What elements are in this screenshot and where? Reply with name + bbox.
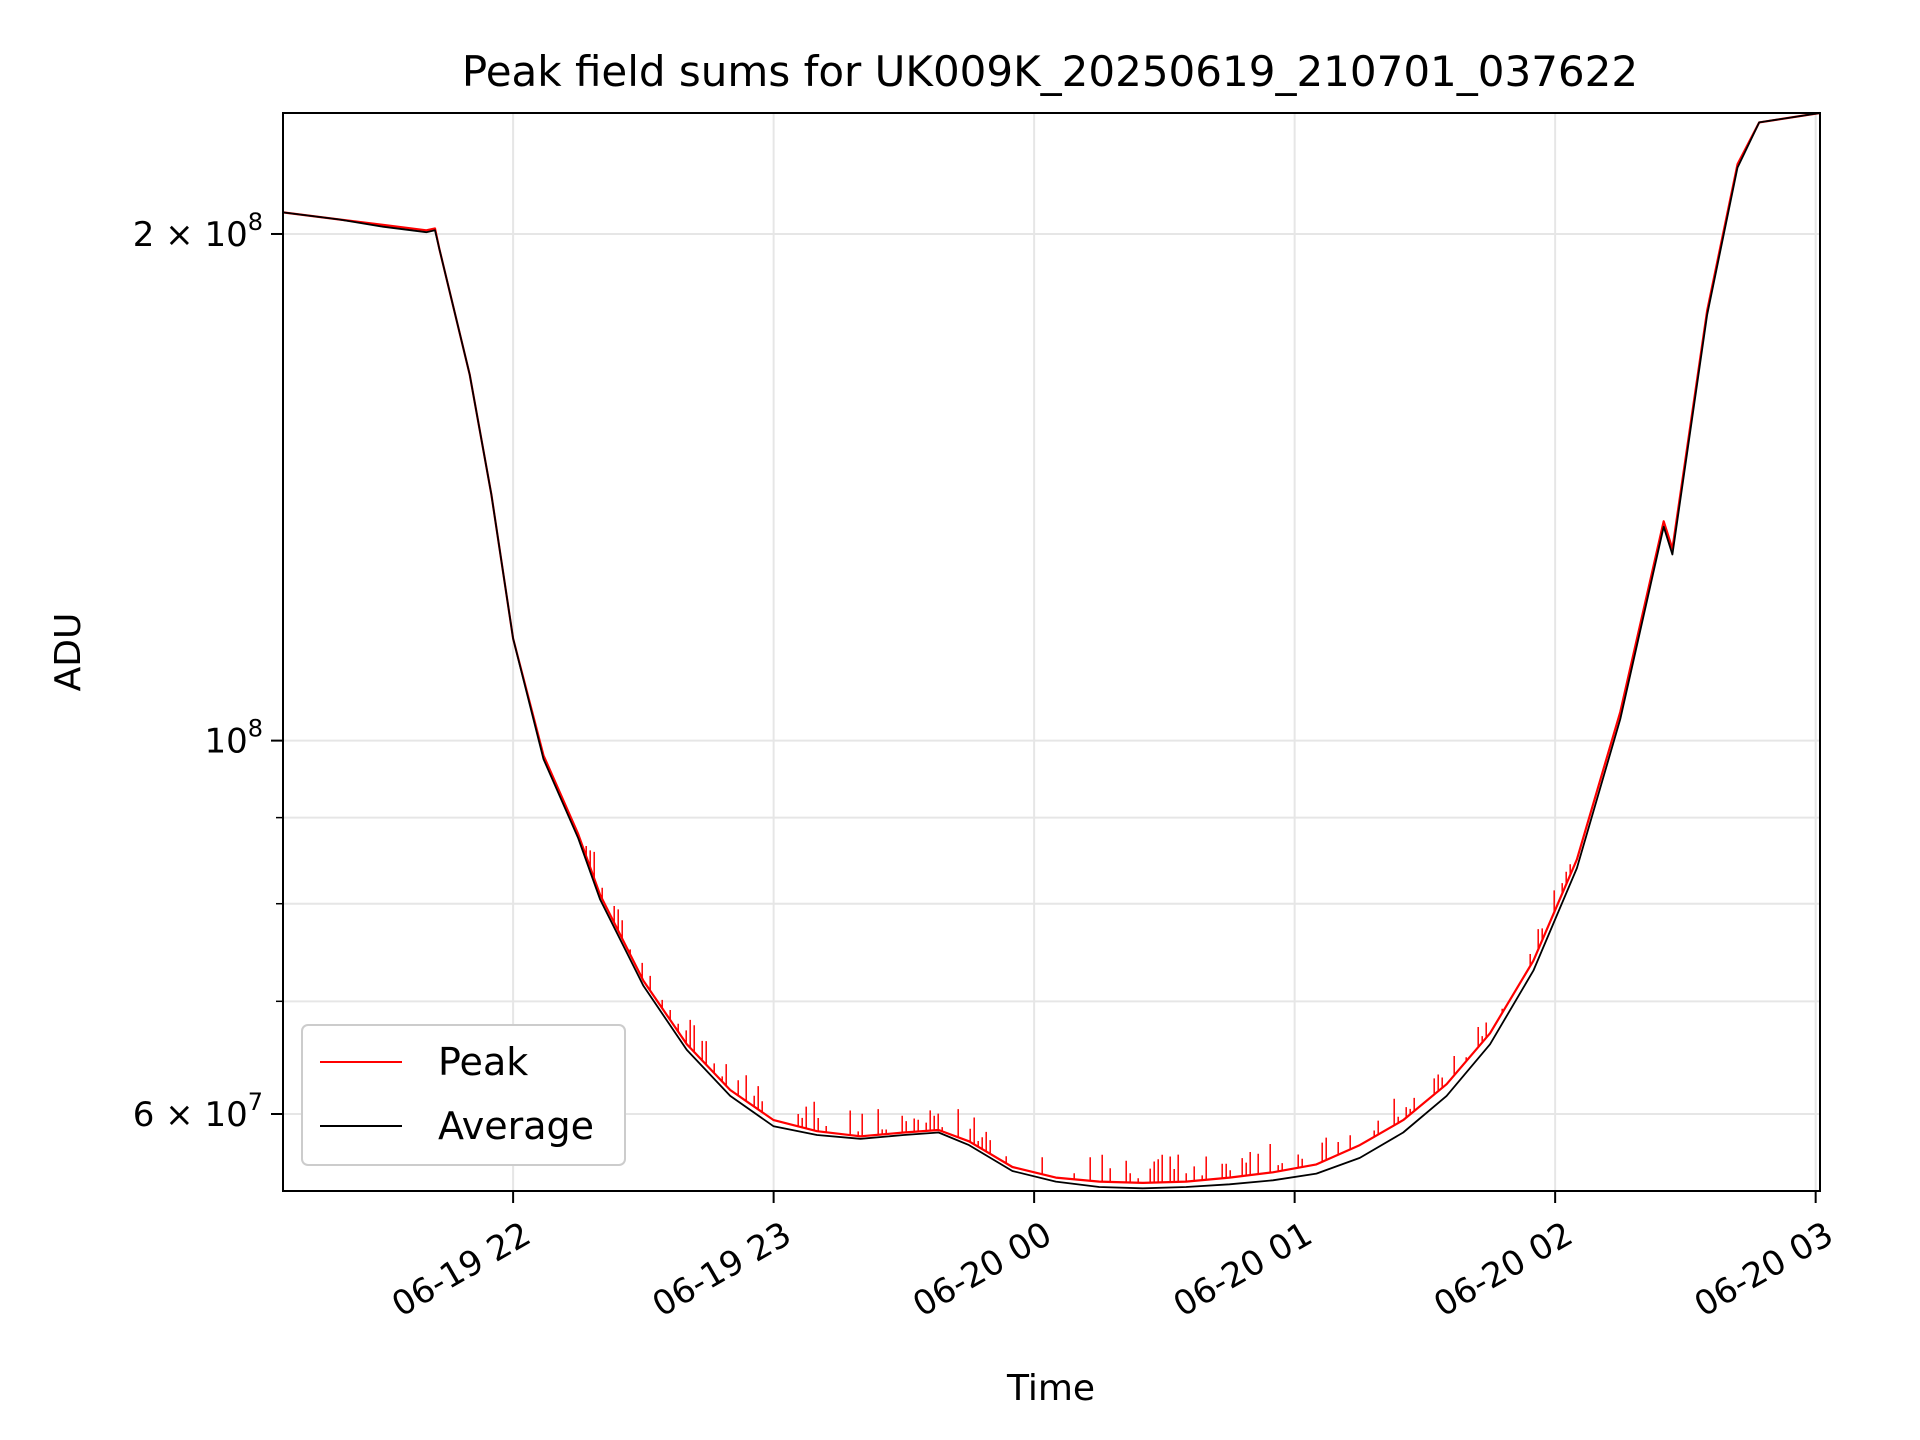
- series-peak-spikes: [585, 846, 1571, 1183]
- legend-label: Average: [438, 1104, 594, 1148]
- legend: Peak Average: [301, 1024, 626, 1166]
- y-tick-base: 6 × 10: [133, 1095, 248, 1135]
- y-tick-label: 6 × 107: [133, 1088, 263, 1135]
- y-tick-label: 2 × 108: [133, 208, 263, 255]
- y-tick-base: 2 × 10: [133, 215, 248, 255]
- chart-title: Peak field sums for UK009K_20250619_2107…: [462, 47, 1638, 96]
- y-axis-label: ADU: [48, 613, 89, 692]
- y-tick-exponent: 8: [248, 208, 263, 236]
- series-line-average: [282, 112, 1821, 1190]
- y-tick-exponent: 7: [248, 1088, 263, 1116]
- legend-box: [301, 1024, 626, 1166]
- plot-frame: [282, 112, 1821, 1192]
- plot-area: [282, 111, 1821, 1190]
- y-tick-label: 108: [204, 715, 263, 762]
- x-axis-label: Time: [1006, 1368, 1095, 1409]
- y-tick-exponent: 8: [248, 715, 263, 743]
- legend-label: Peak: [438, 1040, 528, 1084]
- y-tick-base: 10: [204, 722, 247, 762]
